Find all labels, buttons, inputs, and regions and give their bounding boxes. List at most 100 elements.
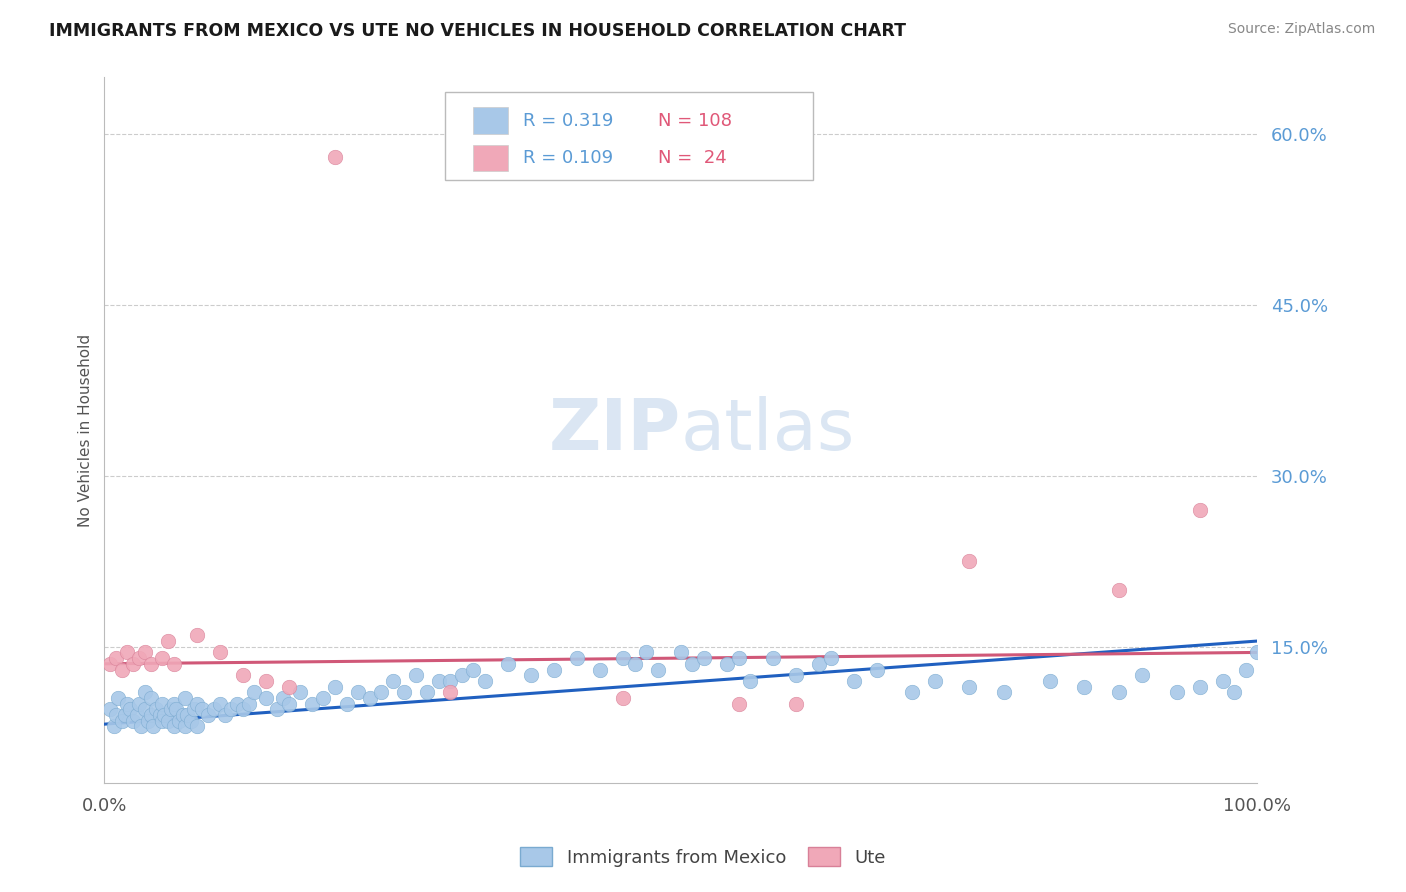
Point <box>1258 571 1281 585</box>
Point <box>1234 663 1257 677</box>
Point <box>277 697 299 711</box>
Point <box>785 697 807 711</box>
Point <box>208 645 231 659</box>
Point <box>323 150 346 164</box>
Point <box>589 663 612 677</box>
Point <box>243 685 266 699</box>
Point <box>238 697 260 711</box>
Text: N =  24: N = 24 <box>658 149 727 167</box>
Point <box>762 651 785 665</box>
Point <box>180 714 202 728</box>
Point <box>145 702 167 716</box>
Point <box>139 708 162 723</box>
Point <box>392 685 415 699</box>
Point <box>1212 673 1234 688</box>
Point <box>186 697 208 711</box>
Point <box>266 702 288 716</box>
Point <box>107 690 129 705</box>
Point <box>122 657 145 671</box>
Point <box>290 685 312 699</box>
Point <box>114 708 136 723</box>
Point <box>232 702 254 716</box>
Point <box>208 697 231 711</box>
Text: N = 108: N = 108 <box>658 112 733 130</box>
Point <box>150 697 173 711</box>
Point <box>820 651 842 665</box>
Point <box>134 645 156 659</box>
Point <box>1073 680 1095 694</box>
Point <box>104 708 127 723</box>
Point <box>416 685 439 699</box>
Point <box>149 708 172 723</box>
Point <box>118 702 141 716</box>
Point <box>219 702 242 716</box>
Point <box>439 685 461 699</box>
Point <box>169 714 191 728</box>
Point <box>183 702 205 716</box>
Point <box>900 685 922 699</box>
Point <box>117 645 139 659</box>
Point <box>139 657 162 671</box>
Point <box>623 657 645 671</box>
Text: R = 0.109: R = 0.109 <box>523 149 613 167</box>
Point <box>128 697 150 711</box>
Point <box>1039 673 1062 688</box>
Point <box>254 673 277 688</box>
Point <box>226 697 249 711</box>
Point <box>174 690 197 705</box>
Point <box>150 651 173 665</box>
Point <box>125 708 148 723</box>
Text: R = 0.319: R = 0.319 <box>523 112 613 130</box>
Point <box>162 719 184 733</box>
Point <box>347 685 370 699</box>
Point <box>785 668 807 682</box>
Point <box>111 714 134 728</box>
Point <box>104 651 127 665</box>
Point <box>142 719 165 733</box>
Point <box>1108 582 1130 597</box>
Point <box>716 657 738 671</box>
Point <box>1223 685 1246 699</box>
Point <box>197 708 219 723</box>
Point <box>1188 680 1211 694</box>
Point <box>202 702 225 716</box>
Point <box>156 634 179 648</box>
Point <box>439 673 461 688</box>
Y-axis label: No Vehicles in Household: No Vehicles in Household <box>79 334 93 527</box>
Point <box>174 719 197 733</box>
FancyBboxPatch shape <box>474 107 508 135</box>
Point <box>98 657 121 671</box>
Legend: Immigrants from Mexico, Ute: Immigrants from Mexico, Ute <box>513 840 893 874</box>
Point <box>842 673 865 688</box>
Point <box>214 708 236 723</box>
Point <box>1130 668 1153 682</box>
Point <box>122 714 145 728</box>
Point <box>136 714 159 728</box>
Point <box>134 685 156 699</box>
Point <box>162 657 184 671</box>
Point <box>165 702 187 716</box>
Point <box>1108 685 1130 699</box>
Point <box>312 690 335 705</box>
Point <box>647 663 669 677</box>
Point <box>924 673 946 688</box>
Point <box>301 697 323 711</box>
Point <box>993 685 1015 699</box>
Point <box>808 657 831 671</box>
FancyBboxPatch shape <box>474 145 508 171</box>
Point <box>866 663 889 677</box>
Point <box>612 690 634 705</box>
Point <box>1292 543 1315 558</box>
Point <box>738 673 761 688</box>
Point <box>134 702 156 716</box>
Point <box>150 714 173 728</box>
Point <box>381 673 404 688</box>
Point <box>693 651 716 665</box>
Point <box>254 690 277 705</box>
Point <box>543 663 565 677</box>
Point <box>727 651 749 665</box>
Point <box>957 680 980 694</box>
Point <box>335 697 357 711</box>
Point <box>359 690 381 705</box>
Point <box>277 680 299 694</box>
